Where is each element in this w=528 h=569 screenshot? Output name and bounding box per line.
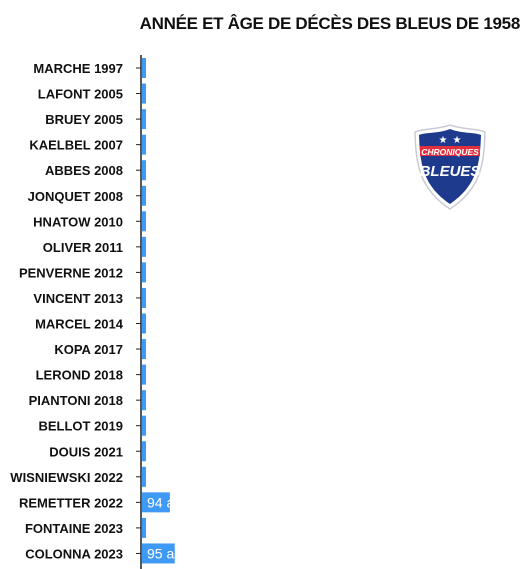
category-label: LEROND 2018: [36, 368, 123, 383]
category-label: KAELBEL 2007: [29, 138, 123, 153]
bar: [142, 211, 146, 232]
data-label: 85 ans 8 mois: [147, 443, 234, 459]
category-label: VINCENT 2013: [33, 291, 123, 306]
data-label: 82 ans 8 mois: [147, 290, 234, 306]
category-label: FONTAINE 2023: [25, 521, 123, 536]
category-label: MARCEL 2014: [35, 317, 124, 332]
data-label: 83 ans 7 mois: [147, 188, 234, 204]
bar: [142, 58, 146, 78]
category-label: MARCHE 1997: [33, 61, 123, 76]
category-label: ABBES 2008: [45, 163, 123, 178]
category-label: PENVERNE 2012: [19, 265, 123, 280]
category-label: HNATOW 2010: [33, 214, 123, 229]
logo-text-line2: BLEUES: [420, 163, 481, 180]
category-label: PIANTONI 2018: [29, 393, 123, 408]
bar: [142, 390, 146, 411]
star-icon: ★: [453, 135, 462, 146]
bar: [142, 517, 146, 538]
bar: [142, 185, 146, 206]
bar: [142, 543, 175, 564]
chroniques-bleues-logo: ★ ★ CHRONIQUES BLEUES: [414, 124, 486, 210]
data-label: 75 ans 2 mois: [147, 137, 234, 153]
category-label: DOUIS 2021: [49, 444, 123, 459]
logo-text-line1: CHRONIQUES: [421, 147, 479, 157]
data-label: 85 ans 5 mois: [147, 341, 234, 357]
bar: [142, 160, 146, 181]
logo-red-band: [420, 146, 480, 156]
data-label: 95 ans: [147, 545, 189, 561]
category-label: BRUEY 2005: [45, 112, 123, 127]
data-label: 89 ans 6 mois: [147, 520, 234, 536]
data-label: 80 ans 10 mois: [147, 162, 242, 178]
data-label: 85 ans 3 mois: [147, 264, 234, 280]
bar: [142, 313, 146, 334]
category-label: OLIVER 2011: [43, 240, 123, 255]
data-label: 72 ans 7 mois: [147, 111, 234, 127]
bar: [142, 492, 170, 513]
bar: [142, 441, 146, 462]
data-label: 83 ans 3 mois: [147, 316, 234, 332]
bar: [142, 339, 146, 360]
bar: [142, 364, 146, 385]
bar: [142, 287, 146, 308]
data-label: 81 ans 11 mois: [147, 213, 241, 229]
bar: [142, 134, 146, 155]
bar: [142, 415, 146, 436]
data-label: 73 ans 7 mois: [147, 60, 234, 76]
data-label: 77 ans 6 mois: [147, 86, 234, 102]
data-label: 85 ans 1 mois: [147, 469, 234, 485]
category-label: BELLOT 2019: [38, 419, 123, 434]
category-label: JONQUET 2008: [28, 189, 123, 204]
category-label: KOPA 2017: [54, 342, 123, 357]
data-label: 86 ans 6 mois: [147, 392, 234, 408]
chart-title: ANNÉE ET ÂGE DE DÉCÈS DES BLEUS DE 1958: [139, 14, 521, 33]
data-label: 89 ans 5 mois: [147, 418, 234, 434]
star-icon: ★: [439, 135, 448, 146]
data-label: 80 ans 10 mois: [147, 239, 242, 255]
category-label: LAFONT 2005: [38, 87, 123, 102]
bar: [142, 236, 146, 257]
bar: [142, 466, 146, 487]
bar: [142, 109, 146, 130]
data-label: 94 ans 1 mois: [147, 494, 234, 510]
bar: [142, 83, 146, 104]
category-label: COLONNA 2023: [25, 546, 123, 561]
category-label: REMETTER 2022: [19, 495, 123, 510]
bar: [142, 262, 146, 283]
data-label: 87 ans 4 mois: [147, 367, 234, 383]
category-label: WISNIEWSKI 2022: [10, 470, 123, 485]
